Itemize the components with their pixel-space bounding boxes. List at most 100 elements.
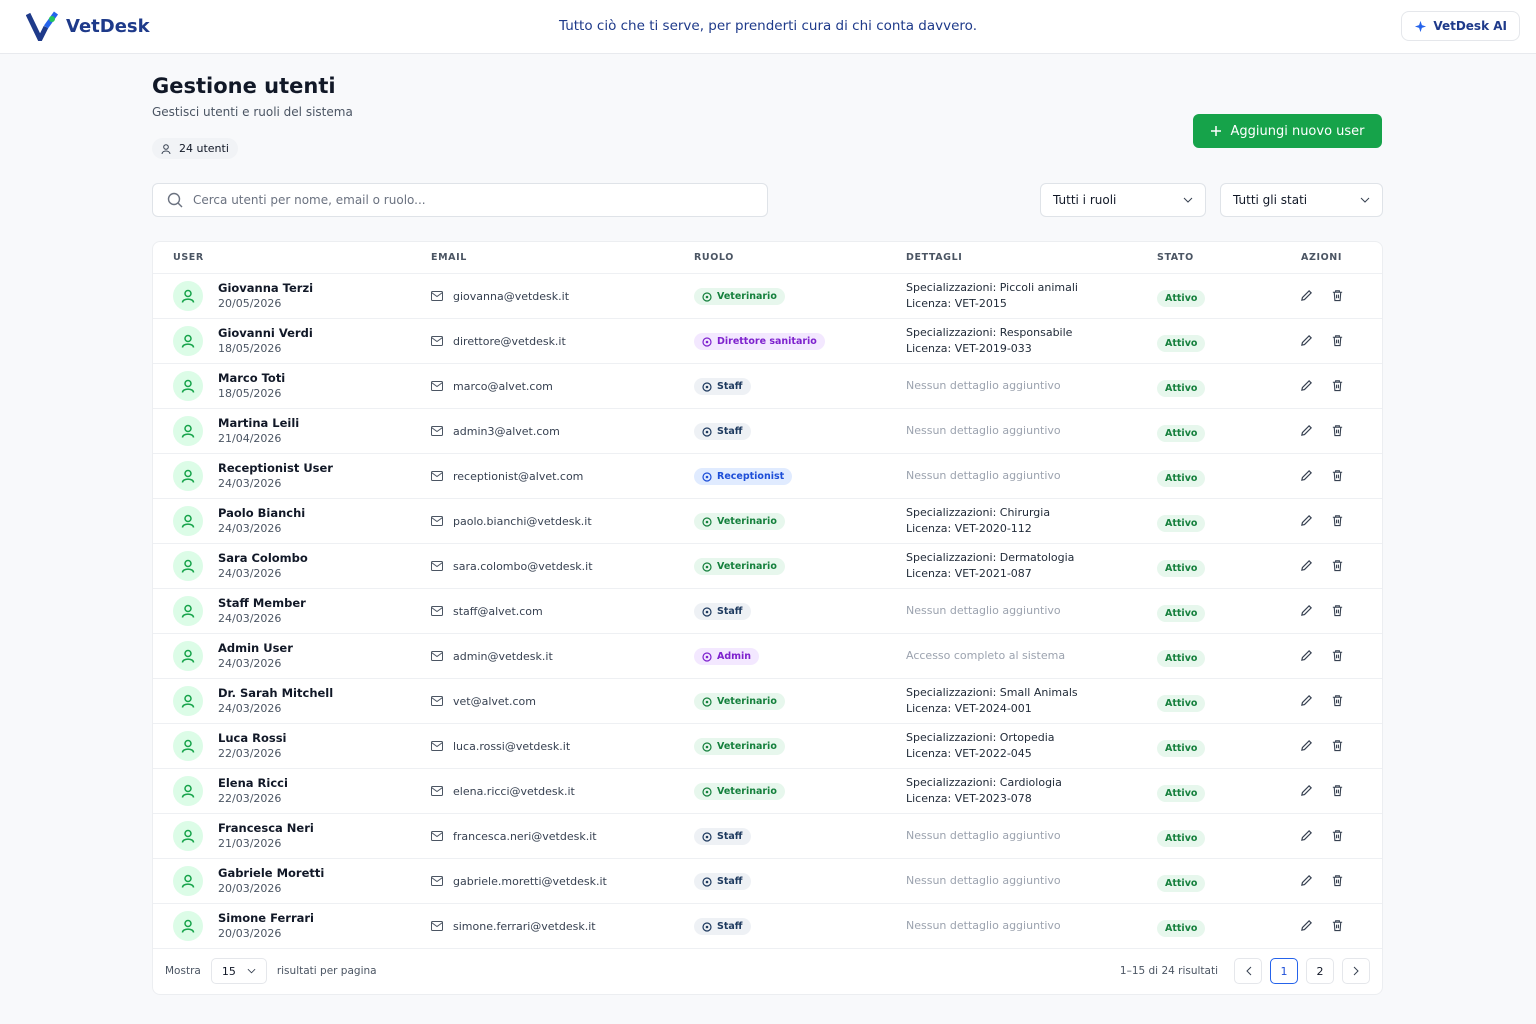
next-page[interactable]	[1342, 958, 1370, 984]
per-page-select[interactable]: 15	[210, 958, 267, 984]
delete-button[interactable]	[1331, 647, 1344, 666]
details-cell: Nessun dettaglio aggiuntivo	[906, 828, 1157, 844]
email-cell: direttore@vetdesk.it	[431, 335, 694, 348]
avatar	[173, 641, 203, 671]
role-badge: Veterinario	[694, 558, 785, 575]
column-header: EMAIL	[431, 252, 467, 263]
email-cell: vet@alvet.com	[431, 695, 694, 708]
email: francesca.neri@vetdesk.it	[453, 829, 597, 843]
role-badge: Admin	[694, 648, 760, 665]
user-name: Giovanna Terzi	[218, 281, 314, 295]
delete-button[interactable]	[1331, 377, 1344, 396]
delete-button[interactable]	[1331, 467, 1344, 486]
user-name: Paolo Bianchi	[218, 506, 306, 520]
role-label: Staff	[717, 381, 743, 392]
delete-button[interactable]	[1331, 737, 1344, 756]
column-header: AZIONI	[1301, 252, 1342, 263]
email-cell: sara.colombo@vetdesk.it	[431, 560, 694, 573]
role-cell: Admin	[694, 647, 906, 666]
role-cell: Veterinario	[694, 512, 906, 531]
search-input[interactable]: Cerca utenti per nome, email o ruolo...	[152, 183, 768, 217]
edit-icon	[1300, 649, 1312, 661]
page-button[interactable]: 2	[1306, 958, 1334, 984]
count-label: 24 utenti	[179, 142, 229, 155]
delete-button[interactable]	[1331, 917, 1344, 936]
status-badge: Attivo	[1157, 739, 1206, 757]
mail-icon	[431, 741, 443, 751]
edit-button[interactable]	[1300, 512, 1313, 531]
edit-button[interactable]	[1300, 827, 1313, 846]
edit-button[interactable]	[1300, 602, 1313, 621]
delete-button[interactable]	[1331, 692, 1344, 711]
delete-button[interactable]	[1331, 332, 1344, 351]
detail-line: Specializzazioni: Dermatologia	[906, 551, 1075, 564]
edit-button[interactable]	[1300, 917, 1313, 936]
role-cell: Staff	[694, 872, 906, 891]
role-icon	[702, 336, 712, 347]
delete-button[interactable]	[1331, 782, 1344, 801]
details-cell: Specializzazioni: Small Animals Licenza: …	[906, 685, 1157, 717]
search-icon	[167, 192, 183, 208]
user-row: Receptionist User 24/03/2026 receptionist@…	[153, 454, 1382, 499]
mail-icon	[431, 381, 443, 391]
edit-button[interactable]	[1300, 782, 1313, 801]
users-table: USER EMAIL RUOLO DETTAGLI STATO AZIONI Giovan…	[152, 241, 1383, 995]
delete-button[interactable]	[1331, 872, 1344, 891]
brand[interactable]: VetDesk	[26, 11, 150, 41]
add-label: Aggiungi nuovo user	[1230, 123, 1365, 139]
edit-button[interactable]	[1300, 287, 1313, 306]
user-count: 24 utenti	[152, 138, 238, 159]
avatar	[173, 731, 203, 761]
avatar-icon	[181, 469, 195, 483]
table-body: Giovanna Terzi 20/05/2026 giovanna@vetdesk…	[153, 274, 1382, 949]
status-cell: Attivo	[1157, 691, 1261, 712]
user-name: Gabriele Moretti	[218, 866, 325, 880]
email-cell: marco@alvet.com	[431, 380, 694, 393]
email: luca.rossi@vetdesk.it	[453, 739, 571, 753]
delete-button[interactable]	[1331, 422, 1344, 441]
delete-button[interactable]	[1331, 827, 1344, 846]
page-button[interactable]: 1	[1270, 958, 1298, 984]
role-icon	[702, 741, 712, 752]
status-cell: Attivo	[1157, 331, 1261, 352]
user-cell: Gabriele Moretti 20/03/2026	[173, 865, 431, 897]
edit-button[interactable]	[1300, 557, 1313, 576]
prev-page[interactable]	[1234, 958, 1262, 984]
edit-button[interactable]	[1300, 872, 1313, 891]
details-cell: Accesso completo al sistema	[906, 648, 1157, 664]
status-badge: Attivo	[1157, 379, 1206, 397]
add-user-button[interactable]: Aggiungi nuovo user	[1193, 114, 1382, 148]
user-cell: Giovanni Verdi 18/05/2026	[173, 325, 431, 357]
delete-button[interactable]	[1331, 287, 1344, 306]
detail-line: Accesso completo al sistema	[906, 649, 1066, 662]
email-cell: admin3@alvet.com	[431, 425, 694, 438]
user-date: 20/03/2026	[218, 927, 282, 940]
status-cell: Attivo	[1157, 286, 1261, 307]
edit-button[interactable]	[1300, 377, 1313, 396]
role-filter[interactable]: Tutti i ruoli	[1040, 183, 1206, 217]
role-label: Veterinario	[717, 696, 777, 707]
email: elena.ricci@vetdesk.it	[453, 784, 575, 798]
delete-button[interactable]	[1331, 557, 1344, 576]
role-badge: Staff	[694, 378, 751, 395]
role-badge: Veterinario	[694, 783, 785, 800]
edit-button[interactable]	[1300, 467, 1313, 486]
table-header: USER EMAIL RUOLO DETTAGLI STATO AZIONI	[153, 242, 1382, 274]
edit-button[interactable]	[1300, 422, 1313, 441]
edit-button[interactable]	[1300, 647, 1313, 666]
status-cell: Attivo	[1157, 826, 1261, 847]
details-cell: Nessun dettaglio aggiuntivo	[906, 603, 1157, 619]
trash-icon	[1332, 604, 1342, 616]
ai-button[interactable]: VetDesk AI	[1401, 11, 1520, 41]
email-cell: gabriele.moretti@vetdesk.it	[431, 875, 694, 888]
status-cell: Attivo	[1157, 421, 1261, 442]
status-filter[interactable]: Tutti gli stati	[1220, 183, 1383, 217]
actions-cell	[1261, 512, 1382, 531]
role-cell: Veterinario	[694, 557, 906, 576]
delete-button[interactable]	[1331, 602, 1344, 621]
delete-button[interactable]	[1331, 512, 1344, 531]
edit-button[interactable]	[1300, 332, 1313, 351]
edit-button[interactable]	[1300, 692, 1313, 711]
actions-cell	[1261, 287, 1382, 306]
edit-button[interactable]	[1300, 737, 1313, 756]
